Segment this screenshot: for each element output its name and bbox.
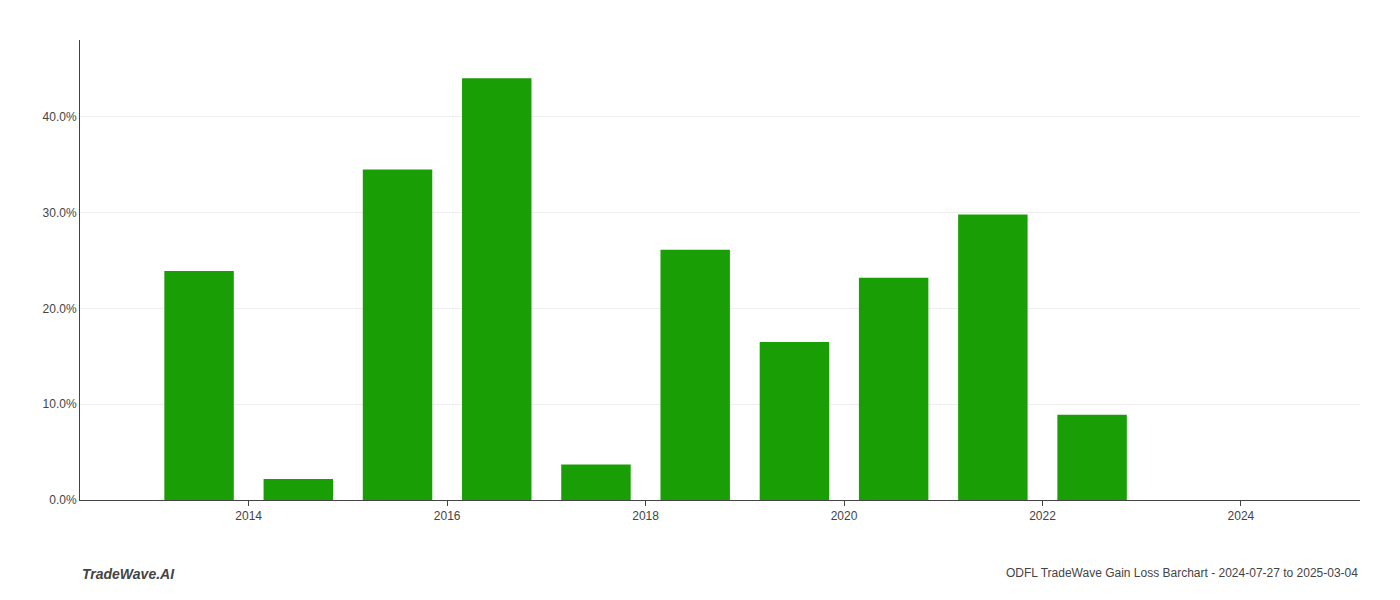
svg-text:TradeWave.AI: TradeWave.AI: [82, 566, 175, 582]
svg-text:ODFL TradeWave Gain Loss Barch: ODFL TradeWave Gain Loss Barchart - 2024…: [1006, 566, 1358, 580]
svg-text:40.0%: 40.0%: [43, 110, 77, 124]
svg-text:2014: 2014: [235, 509, 262, 523]
svg-text:0.0%: 0.0%: [49, 493, 77, 507]
svg-text:30.0%: 30.0%: [43, 206, 77, 220]
svg-text:10.0%: 10.0%: [43, 397, 77, 411]
svg-text:2020: 2020: [831, 509, 858, 523]
svg-text:2024: 2024: [1228, 509, 1255, 523]
svg-text:20.0%: 20.0%: [43, 302, 77, 316]
svg-text:2018: 2018: [632, 509, 659, 523]
svg-text:2022: 2022: [1029, 509, 1056, 523]
svg-text:2016: 2016: [434, 509, 461, 523]
